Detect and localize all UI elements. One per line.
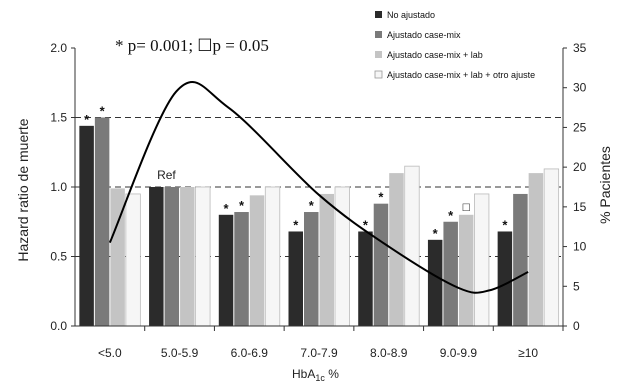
bar: [373, 203, 389, 326]
legend-swatch: [375, 31, 382, 38]
bar: [218, 214, 234, 326]
y-left-tick-label: 1.0: [50, 180, 67, 194]
x-axis-title-sub: 1c: [315, 373, 325, 383]
x-axis-title-main: HbA: [292, 367, 315, 381]
bar: [264, 186, 281, 327]
x-tick-label: 5.0-5.9: [161, 346, 199, 360]
bar: [358, 231, 373, 326]
bar: [543, 168, 560, 327]
bar: [304, 212, 319, 326]
significance-marker: *: [502, 217, 508, 232]
bar: [180, 187, 195, 326]
legend-label: Ajustado case-mix: [387, 30, 461, 40]
bar: [79, 125, 94, 326]
y-right-tick-label: 5: [573, 279, 580, 293]
y-axis-left-title: Hazard ratio de muerte: [15, 118, 31, 261]
patients-line: [108, 80, 529, 294]
bar: [249, 195, 265, 326]
bar: [427, 239, 443, 326]
bar: [443, 221, 458, 326]
y-right-tick-label: 30: [573, 81, 587, 95]
bar: [195, 186, 211, 327]
y-axis-right-title: % Pacientes: [597, 146, 613, 224]
y-right-tick-label: 20: [573, 160, 587, 174]
y-right-tick-label: 10: [573, 240, 587, 254]
bar: [94, 117, 110, 326]
bar: [288, 231, 303, 326]
y-left-tick-label: 0.0: [50, 319, 67, 333]
bar: [528, 173, 544, 326]
y-left-tick-label: 2.0: [50, 41, 67, 55]
x-axis-title: HbA1c %: [292, 367, 339, 383]
legend-swatch: [375, 51, 382, 58]
legend-swatch: [374, 70, 383, 79]
significance-marker: *: [84, 112, 90, 127]
y-left-tick-label: 1.5: [50, 111, 67, 125]
legend-label: No ajustado: [387, 10, 435, 20]
x-tick-label: <5.0: [98, 346, 122, 360]
bar: [234, 212, 249, 326]
significance-marker: *: [239, 198, 245, 213]
y-right-tick-label: 25: [573, 120, 587, 134]
bars: * * * * * * * * * * * ☐ Ref: [79, 104, 560, 327]
x-tick-label: ≥10: [518, 346, 538, 360]
x-tick-label: 9.0-9.9: [440, 346, 478, 360]
bar: [319, 193, 334, 326]
x-tick-label: 6.0-6.9: [231, 346, 269, 360]
bar: [404, 165, 420, 327]
x-axis-title-suffix: %: [325, 367, 339, 381]
y-left-tick-label: 0.5: [50, 250, 67, 264]
significance-marker: *: [378, 190, 384, 205]
x-tick-label: 7.0-7.9: [300, 346, 338, 360]
x-tick-label: 8.0-8.9: [370, 346, 408, 360]
significance-marker: *: [448, 208, 454, 223]
y-right-tick-label: 0: [573, 319, 580, 333]
significance-annotation: * p= 0.001; ☐p = 0.05: [115, 36, 269, 55]
significance-marker: *: [224, 201, 230, 216]
legend-swatch: [375, 11, 382, 18]
legend-label: Ajustado case-mix + lab + otro ajuste: [387, 70, 535, 80]
legend-label: Ajustado case-mix + lab: [387, 50, 483, 60]
reference-lines: [75, 117, 563, 257]
y-right-tick-label: 15: [573, 200, 587, 214]
bar: [389, 173, 404, 326]
significance-marker: *: [309, 198, 315, 213]
bar: [110, 188, 125, 326]
significance-marker: *: [433, 226, 439, 241]
axes: [71, 47, 567, 331]
bar: [164, 187, 180, 326]
y-right-tick-label: 35: [573, 41, 587, 55]
bar: [474, 193, 490, 327]
bar: [149, 187, 164, 326]
axis-labels: 0.0 0.5 1.0 1.5 2.0 0 5 10 15 20 25 30 35 <5.0 5.0-5.9…: [50, 41, 586, 360]
bar: [334, 186, 350, 327]
reference-label: Ref: [157, 168, 176, 182]
bar: [458, 214, 474, 326]
bar: [125, 193, 141, 327]
significance-marker: *: [293, 217, 299, 232]
bar: [513, 193, 528, 326]
significance-marker: ☐: [462, 203, 471, 214]
significance-marker: *: [363, 217, 369, 232]
significance-marker: *: [100, 104, 106, 119]
legend: No ajustado Ajustado case-mix Ajustado cas…: [374, 10, 535, 80]
bar: [497, 231, 513, 326]
patients-line-group: [108, 80, 529, 294]
